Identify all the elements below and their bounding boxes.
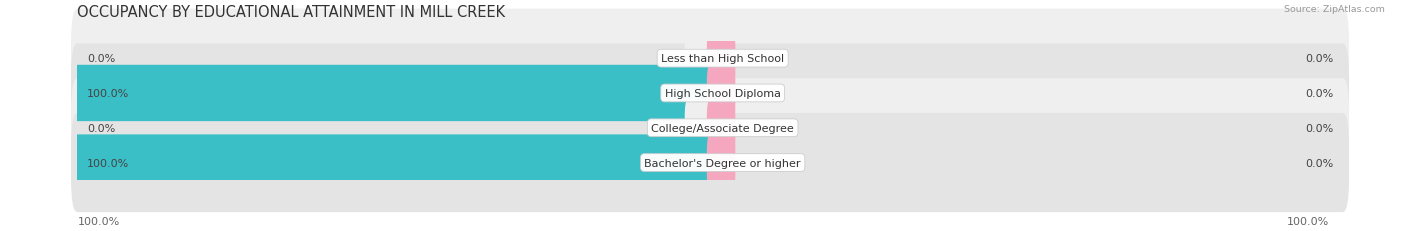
Text: 100.0%: 100.0% xyxy=(87,88,129,99)
Text: Bachelor's Degree or higher: Bachelor's Degree or higher xyxy=(644,158,801,168)
Text: 0.0%: 0.0% xyxy=(87,123,115,133)
Text: OCCUPANCY BY EDUCATIONAL ATTAINMENT IN MILL CREEK: OCCUPANCY BY EDUCATIONAL ATTAINMENT IN M… xyxy=(77,5,505,20)
FancyBboxPatch shape xyxy=(685,31,713,87)
Text: Source: ZipAtlas.com: Source: ZipAtlas.com xyxy=(1284,5,1385,14)
Text: College/Associate Degree: College/Associate Degree xyxy=(651,123,794,133)
FancyBboxPatch shape xyxy=(72,44,1350,143)
FancyBboxPatch shape xyxy=(75,135,713,191)
FancyBboxPatch shape xyxy=(72,79,1350,178)
FancyBboxPatch shape xyxy=(707,100,735,156)
Text: 0.0%: 0.0% xyxy=(1305,123,1333,133)
FancyBboxPatch shape xyxy=(72,113,1350,212)
FancyBboxPatch shape xyxy=(75,66,713,122)
FancyBboxPatch shape xyxy=(685,100,713,156)
Text: Less than High School: Less than High School xyxy=(661,54,785,64)
Text: 0.0%: 0.0% xyxy=(1305,158,1333,168)
FancyBboxPatch shape xyxy=(707,135,735,191)
FancyBboxPatch shape xyxy=(707,66,735,122)
Text: 0.0%: 0.0% xyxy=(87,54,115,64)
Text: 100.0%: 100.0% xyxy=(1286,216,1329,226)
Text: 100.0%: 100.0% xyxy=(87,158,129,168)
Text: 0.0%: 0.0% xyxy=(1305,54,1333,64)
FancyBboxPatch shape xyxy=(707,31,735,87)
Text: 0.0%: 0.0% xyxy=(1305,88,1333,99)
FancyBboxPatch shape xyxy=(72,9,1350,108)
Text: 100.0%: 100.0% xyxy=(77,216,120,226)
Text: High School Diploma: High School Diploma xyxy=(665,88,780,99)
